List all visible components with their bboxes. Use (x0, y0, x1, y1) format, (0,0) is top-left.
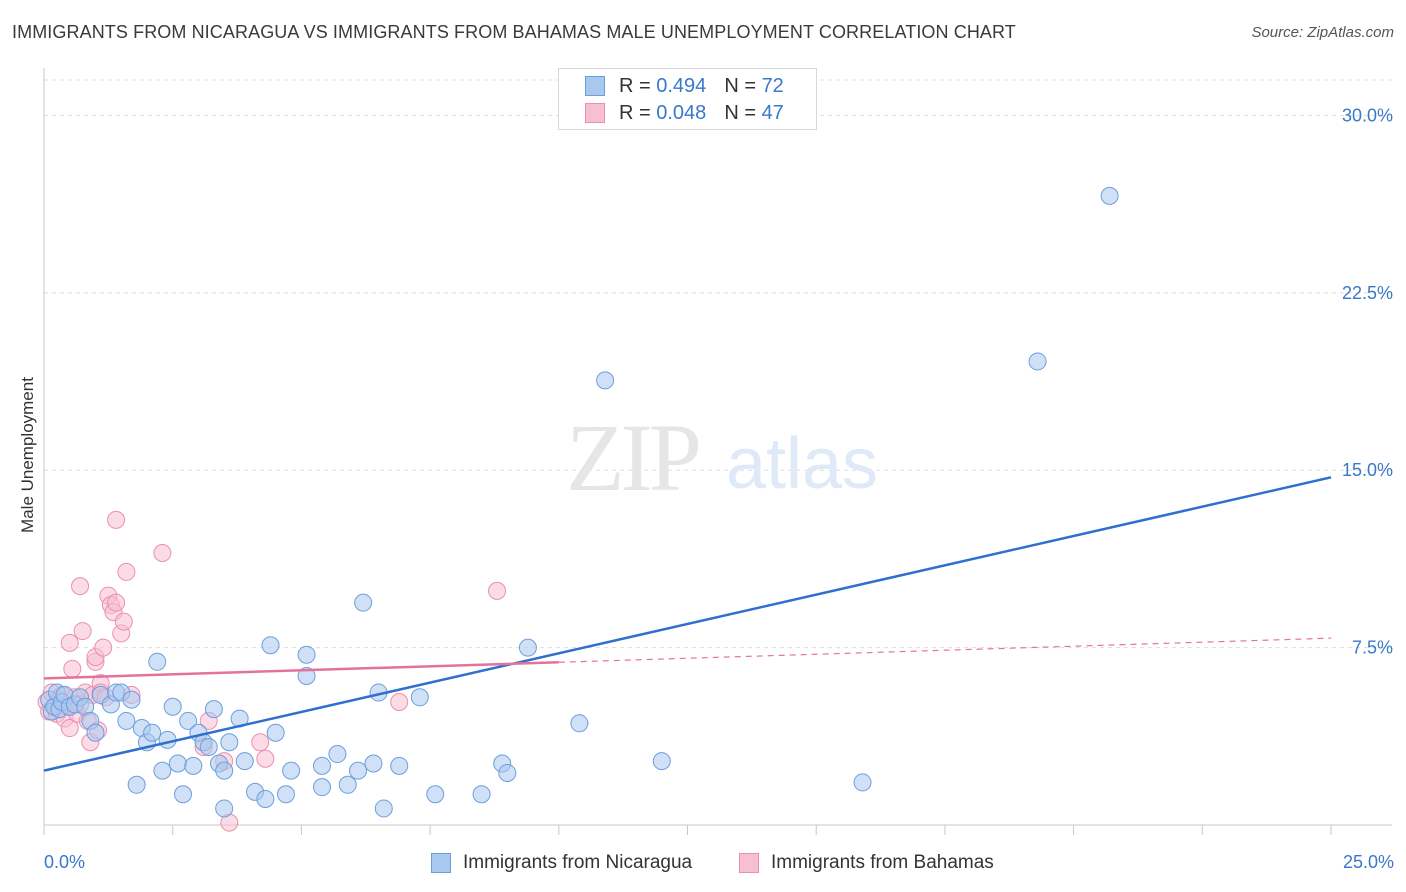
y-tick-label: 15.0% (1342, 460, 1393, 480)
bottom-legend-nicaragua: Immigrants from Nicaragua (431, 852, 692, 874)
data-point (498, 763, 517, 782)
bottom-legend-label: Immigrants from Bahamas (771, 852, 994, 873)
legend-r-label: R = (619, 101, 651, 124)
y-tick-label: 30.0% (1342, 105, 1393, 125)
data-point (122, 690, 141, 709)
data-point (276, 785, 295, 804)
data-point (114, 612, 133, 631)
data-point (179, 711, 198, 730)
data-point (117, 562, 136, 581)
y-tick-label: 22.5% (1342, 283, 1393, 303)
trend-line-extension (558, 637, 1332, 663)
data-point (94, 638, 113, 657)
watermark-zip: ZIP (566, 404, 699, 511)
data-point (652, 752, 671, 771)
data-point (199, 737, 218, 756)
data-point (297, 645, 316, 664)
source-credit: Source: ZipAtlas.com (1251, 24, 1394, 41)
data-point (215, 761, 234, 780)
data-point (390, 756, 409, 775)
data-point (173, 785, 192, 804)
y-tick-label: 7.5% (1352, 638, 1393, 658)
data-point (853, 773, 872, 792)
data-point (390, 693, 409, 712)
legend-row-bahamas: R = 0.048 N = 47 (585, 100, 784, 126)
data-point (63, 659, 82, 678)
bottom-legend-swatch-blue (431, 853, 451, 873)
bottom-legend-bahamas: Immigrants from Bahamas (739, 852, 994, 874)
legend-r-value: 0.494 (656, 74, 707, 97)
data-point (426, 785, 445, 804)
data-point (256, 749, 275, 768)
gridlines (44, 79, 1392, 649)
data-point (204, 700, 223, 719)
data-point (374, 799, 393, 818)
data-point (60, 633, 79, 652)
data-point (215, 799, 234, 818)
data-point (71, 577, 90, 596)
data-point (328, 745, 347, 764)
watermark-atlas: atlas (726, 424, 878, 504)
data-point (570, 714, 589, 733)
trend-line (43, 476, 1332, 772)
x-tick-label-min: 0.0% (44, 852, 86, 872)
legend-swatch-blue (585, 76, 605, 96)
data-point (163, 697, 182, 716)
data-point (235, 752, 254, 771)
data-point (148, 652, 167, 671)
data-point (410, 688, 429, 707)
legend-swatch-pink (585, 103, 605, 123)
data-point (364, 754, 383, 773)
data-point (596, 371, 615, 390)
x-tick-label-max: 25.0% (1342, 852, 1394, 872)
data-point (266, 723, 285, 742)
legend-n-label: N = (724, 74, 756, 97)
data-point (107, 510, 126, 529)
trend-lines (43, 476, 1332, 772)
legend-row-nicaragua: R = 0.494 N = 72 (585, 73, 784, 99)
legend-r-value: 0.048 (656, 101, 707, 124)
data-point (1100, 186, 1119, 205)
legend-n-value: 72 (761, 74, 784, 97)
data-point (488, 581, 507, 600)
data-point (73, 622, 92, 641)
y-axis-label: Male Unemployment (18, 377, 37, 533)
chart-title: IMMIGRANTS FROM NICARAGUA VS IMMIGRANTS … (12, 22, 1016, 42)
legend-r-label: R = (619, 74, 651, 97)
data-point (184, 756, 203, 775)
data-point (86, 723, 105, 742)
data-point (153, 761, 172, 780)
data-point (143, 723, 162, 742)
legend-n-label: N = (724, 101, 756, 124)
data-point (312, 756, 331, 775)
data-point (251, 733, 270, 752)
data-point (117, 711, 136, 730)
data-point (168, 754, 187, 773)
data-point (153, 544, 172, 563)
data-point (338, 775, 357, 794)
data-point (518, 638, 537, 657)
y-tick-labels: 7.5% 15.0% 22.5% 30.0% (1342, 105, 1393, 657)
data-point (107, 593, 126, 612)
data-point (349, 761, 368, 780)
legend-n-value: 47 (761, 101, 784, 124)
data-point (312, 778, 331, 797)
data-point (1028, 352, 1047, 371)
data-point (60, 719, 79, 738)
trend-line (43, 661, 559, 680)
data-point (297, 667, 316, 685)
data-point (261, 636, 280, 655)
bottom-legend-label: Immigrants from Nicaragua (463, 852, 693, 873)
data-point (127, 775, 146, 794)
data-point (354, 593, 373, 612)
data-point (472, 785, 491, 804)
data-point (256, 789, 275, 808)
data-point (282, 761, 301, 780)
bottom-legend-swatch-pink (739, 853, 759, 873)
data-point (220, 733, 239, 752)
correlation-legend: R = 0.494 N = 72 R = 0.048 N = 47 (558, 68, 817, 130)
